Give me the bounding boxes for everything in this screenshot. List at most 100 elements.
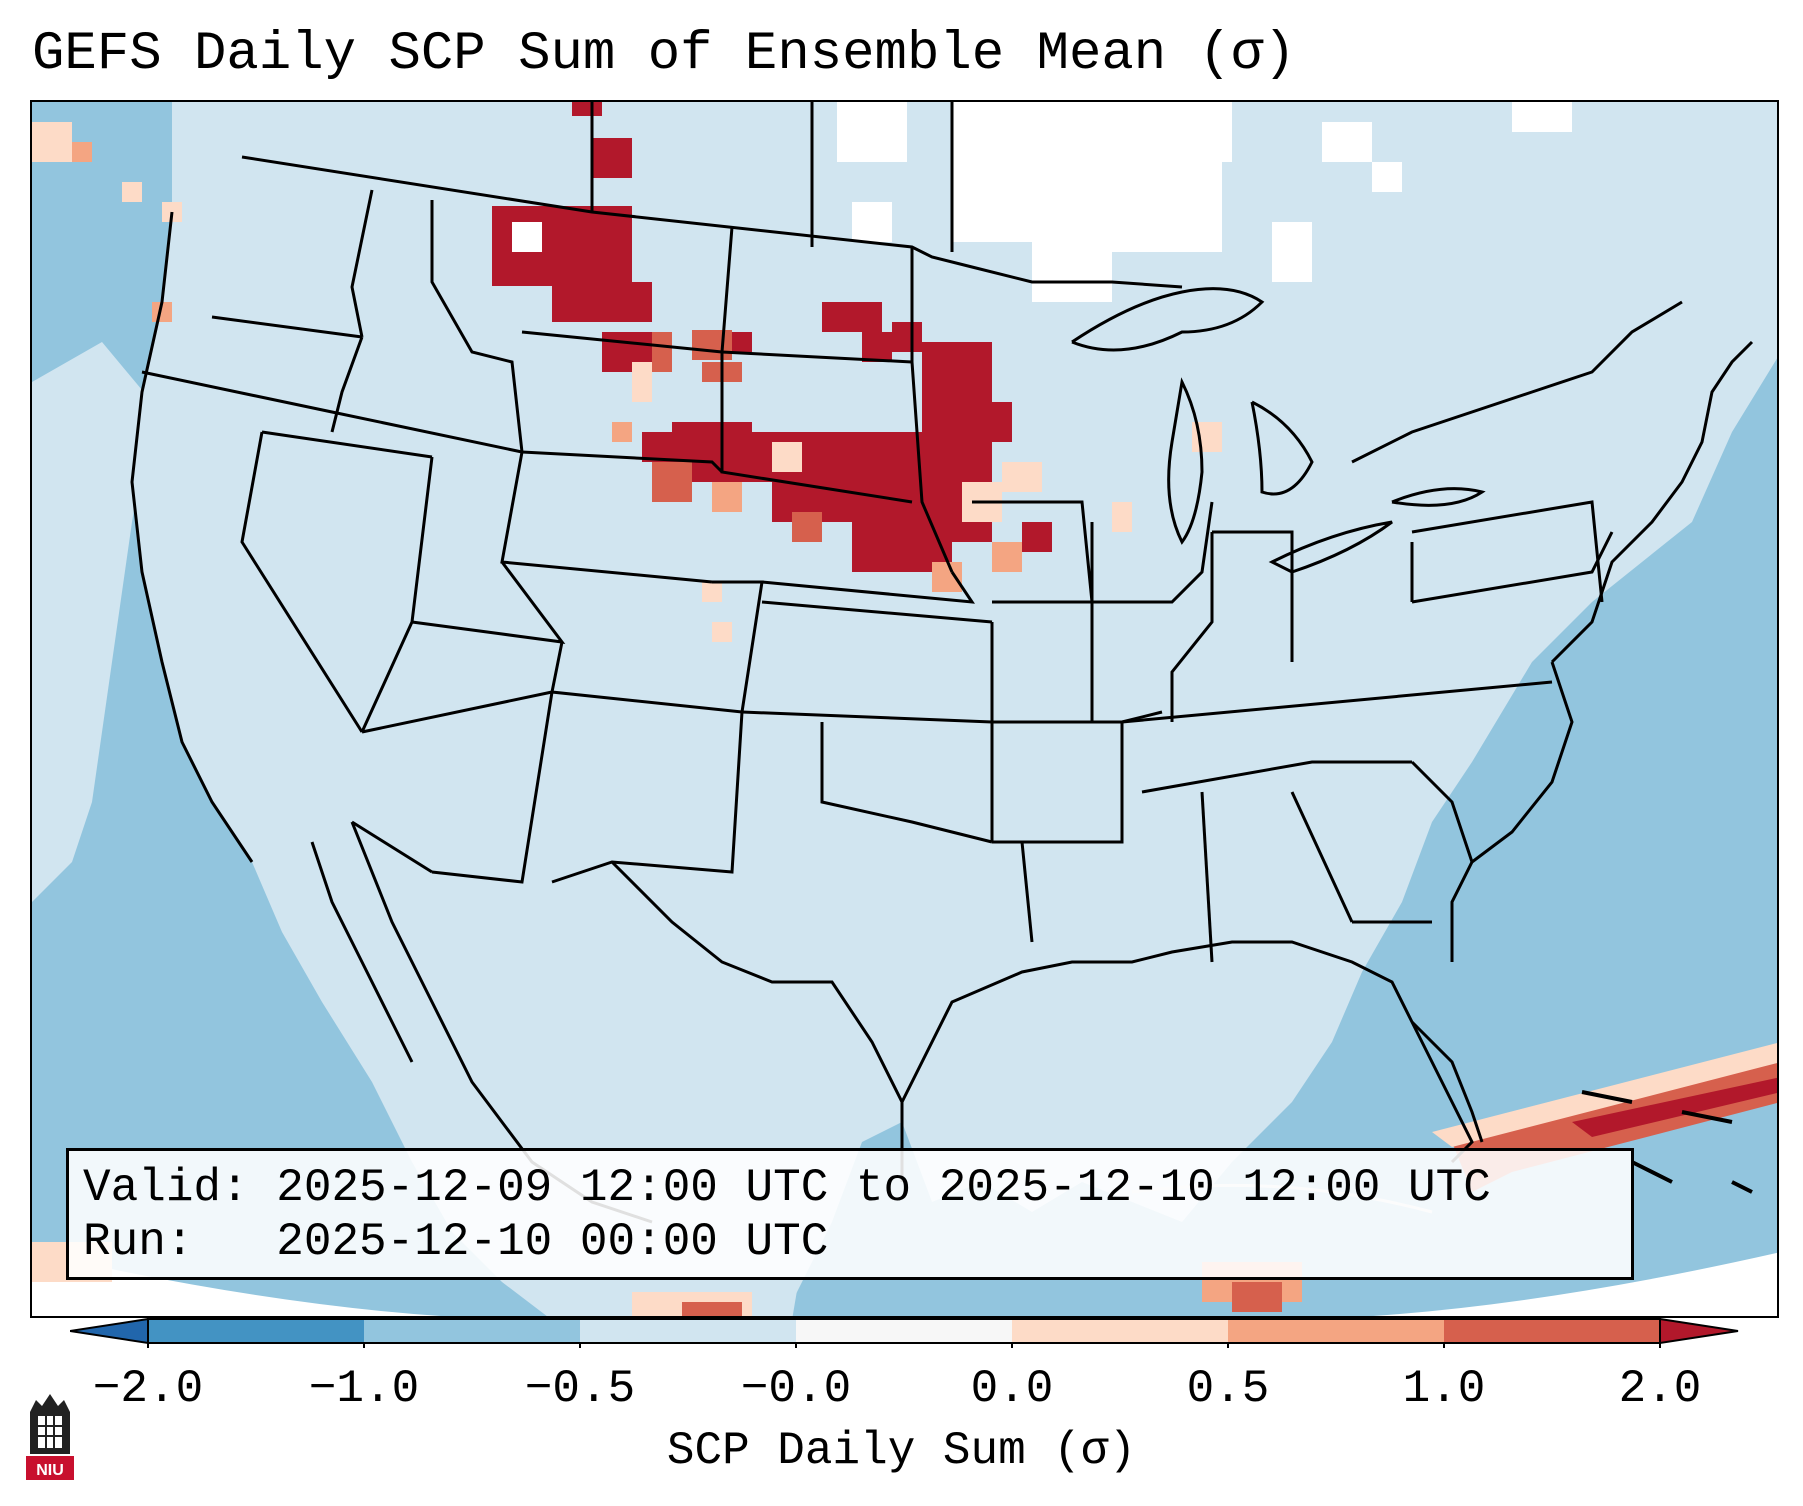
anomaly-cell [992, 402, 1012, 442]
state-line [992, 722, 1124, 844]
projection-edge-left [32, 1252, 442, 1316]
state-line [1212, 530, 1294, 662]
anomaly-cell [612, 422, 632, 442]
anomaly-cell [652, 332, 672, 372]
anomaly-cell [682, 1302, 742, 1316]
anomaly-cell [1112, 502, 1132, 532]
valid-time-line: Valid: 2025-12-09 12:00 UTC to 2025-12-1… [83, 1162, 1491, 1214]
lake-superior [1071, 287, 1265, 352]
anomaly-cell [1232, 1282, 1282, 1312]
state-line [1410, 760, 1474, 863]
map-panel [30, 100, 1779, 1318]
lake-ontario [1391, 487, 1486, 507]
anomaly-cell [702, 582, 722, 602]
us-canada-border-east [1351, 300, 1683, 464]
anomaly-cell [1022, 522, 1052, 552]
anomaly-cell [652, 462, 692, 502]
colorbar-segment [148, 1319, 364, 1343]
anomaly-cell [712, 482, 742, 512]
anomaly-cell [772, 442, 802, 472]
state-line [361, 690, 553, 734]
east-coast [1550, 340, 1754, 664]
state-line [761, 600, 993, 624]
anomaly-cell [892, 322, 922, 352]
colorbar-tick-label: −1.0 [308, 1363, 420, 1415]
anomaly-cell [712, 622, 732, 642]
lake-michigan [1167, 377, 1204, 545]
niu-logo: NIU [26, 1394, 74, 1480]
state-line [141, 370, 523, 454]
anomaly-cell [692, 330, 732, 360]
state-line [741, 710, 993, 724]
anomaly-cell [592, 138, 632, 178]
anomaly-cell [152, 302, 172, 322]
state-line [1411, 500, 1604, 603]
state-line [521, 450, 724, 474]
anomaly-cell [1002, 462, 1042, 492]
texas-coast [610, 860, 904, 1182]
state-line [431, 691, 554, 884]
state-line [820, 722, 993, 844]
state-line [551, 711, 744, 884]
florida [1410, 1020, 1484, 1143]
state-line [1020, 841, 1034, 943]
anomaly-cell [862, 332, 892, 362]
anomaly-cell [572, 102, 602, 116]
state-line [211, 315, 363, 339]
colorbar-tick-label: 2.0 [1618, 1363, 1702, 1415]
colorbar-tick-label: −2.0 [92, 1363, 204, 1415]
anomaly-cell [642, 432, 672, 462]
anomaly-cell [932, 562, 962, 592]
colorbar-outline [147, 1318, 1661, 1344]
anomaly-cell [732, 332, 752, 352]
colorbar-tick-label: −0.5 [524, 1363, 636, 1415]
colorbar-segment [1228, 1319, 1444, 1343]
state-line [1170, 532, 1214, 722]
colorbar [70, 1318, 1739, 1348]
anomaly-cell [512, 222, 542, 252]
state-line [261, 430, 433, 459]
state-line [1200, 791, 1214, 963]
anomaly-cell [122, 182, 142, 202]
state-line [972, 500, 1094, 722]
lake-erie [1268, 520, 1393, 574]
state-line [350, 189, 374, 338]
west-coast [130, 211, 254, 863]
colorbar-tick-label: 1.0 [1402, 1363, 1486, 1415]
state-line [910, 361, 954, 573]
pacific-light-field [32, 342, 152, 902]
anomaly-cell [632, 362, 652, 402]
state-line [430, 200, 524, 453]
validity-info-box: Valid: 2025-12-09 12:00 UTC to 2025-12-1… [66, 1148, 1634, 1280]
colorbar-label: SCP Daily Sum (σ) [666, 1425, 1137, 1477]
gulf-coast [900, 940, 1474, 1164]
state-line [1090, 501, 1214, 604]
anomaly-cell [822, 302, 882, 332]
state-line [761, 571, 975, 604]
state-line [1121, 680, 1553, 724]
us-canada-border [241, 155, 1183, 289]
state-line [1290, 791, 1354, 923]
state-line [351, 820, 433, 874]
no-data-patches [837, 102, 1572, 302]
state-line [1411, 531, 1614, 604]
anomaly-band [1572, 1077, 1777, 1137]
colorbar-tick-label: 0.5 [1186, 1363, 1270, 1415]
colorbar-tick-label: −0.0 [740, 1363, 852, 1415]
state-line [240, 431, 364, 733]
run-time-line: Run: 2025-12-10 00:00 UTC [83, 1216, 829, 1268]
colorbar-segment [580, 1319, 796, 1343]
anomaly-cell [792, 512, 822, 542]
land-field [132, 102, 1777, 1316]
colorbar-extend-low [70, 1318, 149, 1345]
scp-map [32, 102, 1777, 1316]
anomaly-cell [32, 122, 72, 162]
lake-huron [1250, 400, 1314, 496]
baja [310, 841, 414, 1063]
colorbar-segment [364, 1319, 580, 1343]
map-title: GEFS Daily SCP Sum of Ensemble Mean (σ) [32, 24, 1296, 85]
colorbar-segment [1444, 1319, 1660, 1343]
projection-edge-right [1372, 1252, 1777, 1316]
colorbar-segment [1012, 1319, 1228, 1343]
anomaly-cell [552, 282, 652, 322]
